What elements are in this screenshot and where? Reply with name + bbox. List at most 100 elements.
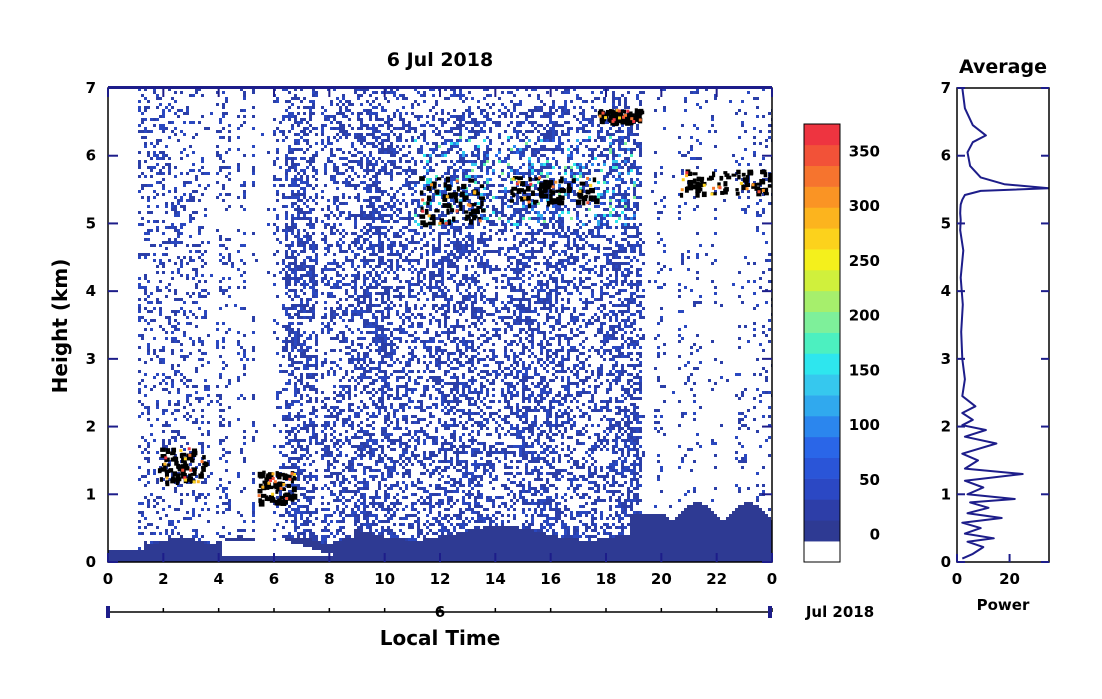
heatmap-cell <box>306 148 309 151</box>
heatmap-cell <box>312 538 315 541</box>
heatmap-cell <box>420 547 423 550</box>
heatmap-cell <box>348 103 351 106</box>
heatmap-cell <box>423 232 426 235</box>
heatmap-cell <box>393 232 396 235</box>
heatmap-cell <box>378 172 381 175</box>
heatmap-cell <box>243 436 246 439</box>
heatmap-cell <box>306 367 309 370</box>
heatmap-cell <box>153 544 156 547</box>
heatmap-cell <box>354 310 357 313</box>
heatmap-cell <box>282 466 285 469</box>
heatmap-cell <box>420 133 423 136</box>
heatmap-cell <box>363 481 366 484</box>
heatmap-cell <box>372 403 375 406</box>
heatmap-cell <box>198 496 201 499</box>
heatmap-cell <box>300 298 303 301</box>
heatmap-cell <box>285 559 288 562</box>
heatmap-cell <box>414 331 417 334</box>
heatmap-cell <box>414 190 417 193</box>
heatmap-cell <box>285 370 288 373</box>
heatmap-cell <box>417 292 420 295</box>
heatmap-cell <box>336 139 339 142</box>
heatmap-cell <box>384 436 387 439</box>
heatmap-cell <box>147 457 150 460</box>
heatmap-cell <box>402 121 405 124</box>
heatmap-cell <box>303 97 306 100</box>
heatmap-cell <box>147 205 150 208</box>
heatmap-cell <box>207 385 210 388</box>
heatmap-cell <box>351 127 354 130</box>
heatmap-cell <box>393 415 396 418</box>
heatmap-cell <box>417 559 420 562</box>
heatmap-cell <box>225 97 228 100</box>
heatmap-cell <box>195 301 198 304</box>
heatmap-cell <box>315 256 318 259</box>
heatmap-cell <box>417 151 420 154</box>
heatmap-cell <box>330 127 333 130</box>
heatmap-cell <box>306 394 309 397</box>
heatmap-cell <box>204 388 207 391</box>
heatmap-cell <box>324 325 327 328</box>
heatmap-cell <box>345 130 348 133</box>
heatmap-cell <box>324 247 327 250</box>
heatmap-cell <box>351 457 354 460</box>
heatmap-cell <box>204 379 207 382</box>
heatmap-cell <box>402 550 405 553</box>
heatmap-cell <box>366 406 369 409</box>
heatmap-cell <box>396 541 399 544</box>
heatmap-cell <box>432 295 435 298</box>
heatmap-cell <box>396 151 399 154</box>
heatmap-cell <box>351 313 354 316</box>
heatmap-cell <box>381 319 384 322</box>
heatmap-cell <box>351 436 354 439</box>
heatmap-cell <box>321 142 324 145</box>
heatmap-cell <box>366 520 369 523</box>
heatmap-cell <box>363 214 366 217</box>
heatmap-cell <box>426 547 429 550</box>
heatmap-cell <box>144 517 147 520</box>
heatmap-cell <box>336 262 339 265</box>
heatmap-cell <box>321 550 324 553</box>
heatmap-cell <box>333 430 336 433</box>
heatmap-cell <box>345 292 348 295</box>
heatmap-cell <box>357 271 360 274</box>
heatmap-cell <box>429 190 432 193</box>
heatmap-cell <box>162 172 165 175</box>
heatmap-cell <box>300 307 303 310</box>
heatmap-cell <box>378 460 381 463</box>
heatmap-cell <box>162 487 165 490</box>
heatmap-cell <box>372 550 375 553</box>
heatmap-cell <box>174 409 177 412</box>
heatmap-cell <box>429 538 432 541</box>
heatmap-cell <box>426 469 429 472</box>
heatmap-cell <box>147 301 150 304</box>
heatmap-cell <box>267 208 270 211</box>
heatmap-cell <box>396 235 399 238</box>
heatmap-cell <box>309 244 312 247</box>
heatmap-cell <box>414 199 417 202</box>
heatmap-cell <box>390 286 393 289</box>
heatmap-cell <box>393 193 396 196</box>
heatmap-cell <box>381 244 384 247</box>
heatmap-cell <box>216 151 219 154</box>
heatmap-cell <box>435 280 438 283</box>
heatmap-cell <box>381 550 384 553</box>
heatmap-cell <box>375 199 378 202</box>
heatmap-cell <box>381 433 384 436</box>
heatmap-title: 6 Jul 2018 <box>387 49 493 71</box>
heatmap-cell <box>162 439 165 442</box>
heatmap-cell <box>219 478 222 481</box>
heatmap-cell <box>348 283 351 286</box>
heatmap-cell <box>300 322 303 325</box>
heatmap-cell <box>162 388 165 391</box>
heatmap-cell <box>207 508 210 511</box>
heatmap-cell <box>315 292 318 295</box>
heatmap-cell <box>348 535 351 538</box>
heatmap-cell <box>333 322 336 325</box>
heatmap-cell <box>345 550 348 553</box>
heatmap-cell <box>315 388 318 391</box>
heatmap-cell <box>321 496 324 499</box>
heatmap-cell <box>186 172 189 175</box>
heatmap-cell <box>291 508 294 511</box>
heatmap-cell <box>177 211 180 214</box>
